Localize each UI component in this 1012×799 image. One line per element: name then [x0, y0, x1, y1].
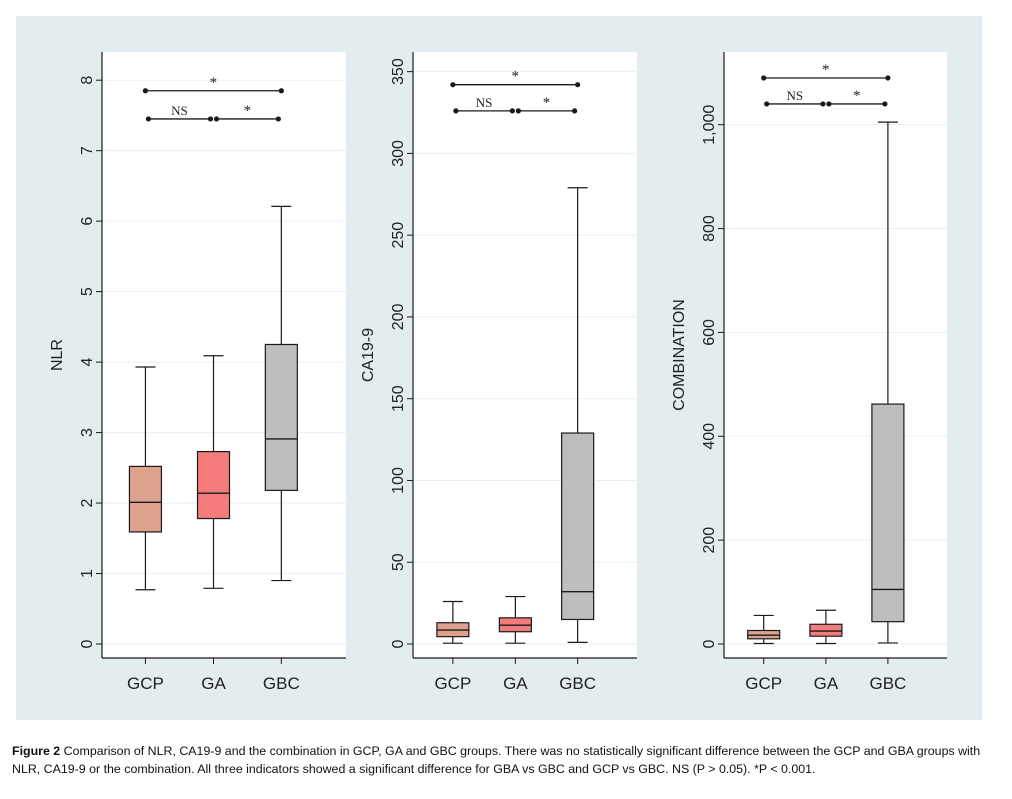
- significance-label: *: [512, 69, 519, 85]
- y-tick-label: 8: [79, 76, 96, 85]
- significance-dot: [575, 82, 581, 88]
- significance-dot: [142, 88, 149, 94]
- box-iqr: [561, 432, 595, 621]
- significance-dot: [820, 101, 826, 107]
- significance-dot: [278, 88, 284, 94]
- significance-gcp-ga: NS: [764, 88, 826, 107]
- box-iqr: [128, 465, 163, 533]
- y-tick-label: 1: [79, 569, 96, 578]
- box-plots-figure: 0 1 2 3 4 5 6 7 8 NLR GCP GA GBC * NS * 0 50 100 150 200 250 3…: [49, 52, 947, 693]
- plot-area: [413, 52, 637, 658]
- box-gcp: [128, 366, 163, 591]
- y-tick-label: 200: [390, 303, 407, 330]
- significance-label: *: [822, 62, 830, 78]
- box-gbc: [561, 187, 595, 643]
- y-tick-label: 50: [390, 553, 407, 571]
- x-tick-label-gcp: GCP: [745, 674, 782, 693]
- box-iqr: [264, 343, 298, 491]
- x-tick-label-ga: GA: [201, 674, 226, 693]
- significance-label: NS: [171, 103, 188, 118]
- significance-dot: [450, 82, 456, 88]
- significance-ga-gbc: *: [826, 88, 888, 107]
- y-tick-label: 0: [390, 639, 407, 648]
- significance-dot: [275, 116, 281, 122]
- significance-gcp-ga: NS: [453, 95, 515, 114]
- x-tick-label-ga: GA: [503, 674, 528, 693]
- y-tick-label: 400: [701, 423, 718, 450]
- y-tick-label: 0: [701, 639, 718, 648]
- significance-label: NS: [476, 95, 493, 110]
- significance-gcp-gbc: *: [761, 62, 891, 81]
- significance-ga-gbc: *: [515, 95, 578, 114]
- plot-area: [102, 52, 346, 658]
- significance-dot: [885, 75, 891, 81]
- chart-panel-2: 0 200 400 600 800 1,000 COMBINATION GCP GA GBC * NS…: [671, 52, 947, 693]
- y-tick-label: 800: [701, 215, 718, 242]
- significance-label: *: [853, 88, 861, 104]
- significance-dot: [509, 108, 515, 114]
- y-tick-label: 300: [390, 140, 407, 167]
- significance-dot: [207, 116, 214, 122]
- chart-panel-1: 0 50 100 150 200 250 300 350 CA19-9 GCP GA GBC * NS *: [360, 52, 637, 693]
- significance-dot: [572, 108, 578, 114]
- y-tick-label: 7: [79, 146, 96, 155]
- box-gbc: [871, 121, 905, 644]
- y-axis-label: COMBINATION: [671, 299, 688, 411]
- significance-dot: [213, 116, 220, 122]
- y-tick-label: 1,000: [701, 105, 718, 145]
- significance-dot: [882, 101, 888, 107]
- significance-label: *: [543, 95, 551, 111]
- significance-gcp-ga: NS: [145, 103, 214, 122]
- box-gbc: [264, 205, 298, 582]
- box-iqr: [871, 403, 905, 623]
- significance-dot: [453, 108, 459, 114]
- x-tick-label-gbc: GBC: [869, 674, 906, 693]
- y-axis-label: CA19-9: [360, 328, 377, 382]
- significance-label: NS: [786, 88, 803, 103]
- chart-panel-0: 0 1 2 3 4 5 6 7 8 NLR GCP GA GBC * NS *: [49, 52, 346, 693]
- significance-dot: [145, 116, 152, 122]
- x-tick-label-gcp: GCP: [127, 674, 164, 693]
- significance-gcp-gbc: *: [450, 69, 581, 88]
- y-tick-label: 3: [79, 428, 96, 437]
- y-tick-label: 200: [701, 527, 718, 554]
- significance-label: *: [244, 103, 252, 119]
- box-iqr: [196, 451, 231, 520]
- y-tick-label: 4: [79, 358, 96, 367]
- box-gcp: [747, 614, 781, 645]
- box-iqr: [809, 623, 843, 637]
- y-tick-label: 0: [79, 639, 96, 648]
- box-ga: [809, 609, 843, 645]
- y-tick-label: 250: [390, 222, 407, 249]
- significance-label: *: [210, 75, 218, 91]
- box-ga: [196, 355, 231, 589]
- significance-ga-gbc: *: [213, 103, 281, 122]
- y-tick-label: 6: [79, 217, 96, 226]
- caption-text: Comparison of NLR, CA19-9 and the combin…: [12, 744, 981, 776]
- plot-area: [724, 52, 947, 658]
- y-tick-label: 350: [390, 58, 407, 85]
- x-tick-label-gbc: GBC: [559, 674, 596, 693]
- y-tick-label: 2: [79, 499, 96, 508]
- x-tick-label-gbc: GBC: [263, 674, 300, 693]
- significance-gcp-gbc: *: [142, 75, 284, 94]
- box-gcp: [436, 600, 470, 644]
- y-axis-label: NLR: [49, 339, 66, 371]
- y-tick-label: 150: [390, 385, 407, 412]
- x-tick-label-ga: GA: [814, 674, 839, 693]
- figure-panel: 0 1 2 3 4 5 6 7 8 NLR GCP GA GBC * NS * 0 50 100 150 200 250 3…: [16, 16, 982, 720]
- x-tick-label-gcp: GCP: [434, 674, 471, 693]
- significance-dot: [761, 75, 767, 81]
- y-tick-label: 5: [79, 287, 96, 296]
- significance-dot: [515, 108, 521, 114]
- y-tick-label: 600: [701, 319, 718, 346]
- significance-dot: [764, 101, 770, 107]
- figure-caption: Figure 2 Comparison of NLR, CA19-9 and t…: [12, 742, 1002, 778]
- caption-label: Figure 2: [12, 744, 61, 758]
- y-tick-label: 100: [390, 467, 407, 494]
- significance-dot: [826, 101, 832, 107]
- box-ga: [498, 595, 532, 644]
